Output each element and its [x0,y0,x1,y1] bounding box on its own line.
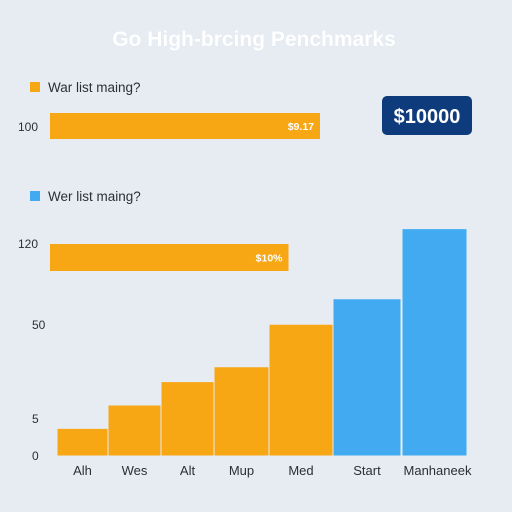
x-tick-label-wes: Wes [122,463,148,478]
y-tick-label-5: 5 [32,412,39,426]
bar-alh [56,427,109,457]
hbar-1 [50,244,289,271]
bar-med [268,323,334,457]
x-tick-label-med: Med [288,463,313,478]
legend-label-blue: Wer list maing? [48,189,141,204]
hbar-tick-label-0: 100 [18,120,38,134]
bar-wes [107,404,162,457]
x-tick-label-mup: Mup [229,463,254,478]
x-tick-label-alh: Alh [73,463,92,478]
value-badge: $10000 [382,96,472,135]
hbar-0 [50,113,320,139]
hbar-value-label-1: $10% [256,253,284,265]
legend: War list maing? Wer list maing? [30,80,141,204]
legend-swatch-blue [30,191,40,201]
y-tick-label-0: 0 [32,449,39,463]
badge-background [382,96,472,135]
hbar-value-label-0: $9.17 [288,121,314,133]
horizontal-bars: $9.17 100 $10% 120 [18,113,320,271]
x-axis: Alh Wes Alt Mup Med Start Manhaneek [73,463,472,478]
bar-alt [160,381,215,457]
bar-start [332,298,402,457]
hbar-tick-label-1: 120 [18,237,38,251]
legend-label-orange: War list maing? [48,80,141,95]
legend-swatch-orange [30,82,40,92]
badge-value: $10000 [394,106,461,128]
y-tick-label-50: 50 [32,318,46,332]
x-tick-label-alt: Alt [180,463,196,478]
vertical-bars [56,228,468,457]
x-tick-label-start: Start [353,463,381,478]
bar-manhaneek [401,228,468,457]
x-tick-label-manhaneek: Manhaneek [404,463,472,478]
chart-title: Go High-brcing Penchmarks [112,28,396,51]
bar-mup [213,366,270,457]
